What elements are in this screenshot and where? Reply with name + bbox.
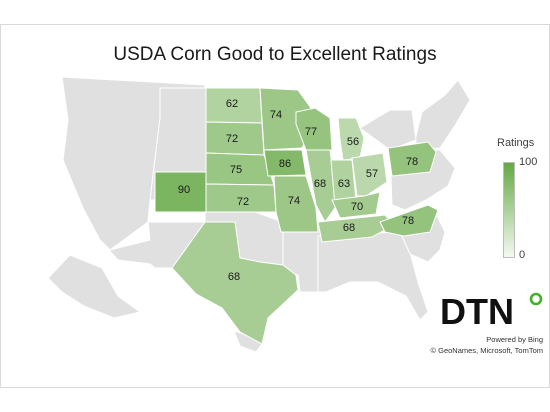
rating-label-nebraska: 75	[230, 164, 242, 176]
rating-label-texas: 68	[228, 271, 240, 283]
legend-min-label: 0	[519, 249, 526, 261]
state-texas	[171, 221, 299, 345]
rating-label-wisconsin: 77	[305, 126, 317, 138]
state-kentucky	[331, 191, 381, 219]
logo-dot-icon	[529, 292, 543, 306]
legend-title: Ratings	[497, 137, 535, 149]
map-title: USDA Corn Good to Excellent Ratings	[113, 44, 437, 65]
legend-max-label: 100	[519, 156, 538, 168]
state-illinois	[305, 149, 338, 223]
map-credit: Powered by Bing © GeoNames, Microsoft, T…	[376, 334, 544, 356]
rating-label-ohio: 57	[366, 168, 378, 180]
state-iowa	[263, 149, 307, 177]
legend-color-scale	[503, 162, 515, 258]
credit-attribution: © GeoNames, Microsoft, TomTom	[430, 346, 544, 355]
credit-powered-by: Powered by Bing	[486, 335, 543, 344]
land-great-lakes-east	[359, 109, 417, 151]
rating-label-north-dakota: 62	[226, 98, 238, 110]
state-tennessee	[317, 214, 395, 243]
rating-label-kentucky: 70	[351, 201, 363, 213]
rating-labels: 62 72 75 72 90 68 74 86 74 77 68 56 63 57 70 68 78 78	[178, 98, 418, 283]
dtn-logo: DTN	[440, 291, 543, 330]
rated-states	[154, 87, 439, 345]
rating-label-minnesota: 74	[270, 109, 282, 121]
dtn-logo-text: DTN	[440, 291, 514, 330]
rating-label-north-carolina: 78	[402, 215, 414, 227]
rating-label-illinois: 68	[314, 178, 326, 190]
rating-label-missouri: 74	[288, 195, 300, 207]
state-ohio	[351, 152, 388, 197]
rating-label-colorado: 90	[178, 184, 190, 196]
state-wisconsin	[295, 107, 333, 151]
rating-label-kansas: 72	[237, 196, 249, 208]
rating-label-iowa: 86	[279, 158, 291, 170]
rating-label-south-dakota: 72	[226, 133, 238, 145]
land-alaska	[47, 254, 142, 319]
state-north-carolina	[379, 204, 439, 237]
rating-label-pennsylvania: 78	[406, 156, 418, 168]
rating-label-michigan: 56	[347, 136, 359, 148]
state-pennsylvania	[387, 141, 437, 177]
state-missouri	[273, 175, 319, 233]
land-northeast	[414, 79, 471, 151]
rating-label-indiana: 63	[338, 178, 350, 190]
state-colorado	[154, 171, 207, 213]
rating-label-tennessee: 68	[343, 222, 355, 234]
